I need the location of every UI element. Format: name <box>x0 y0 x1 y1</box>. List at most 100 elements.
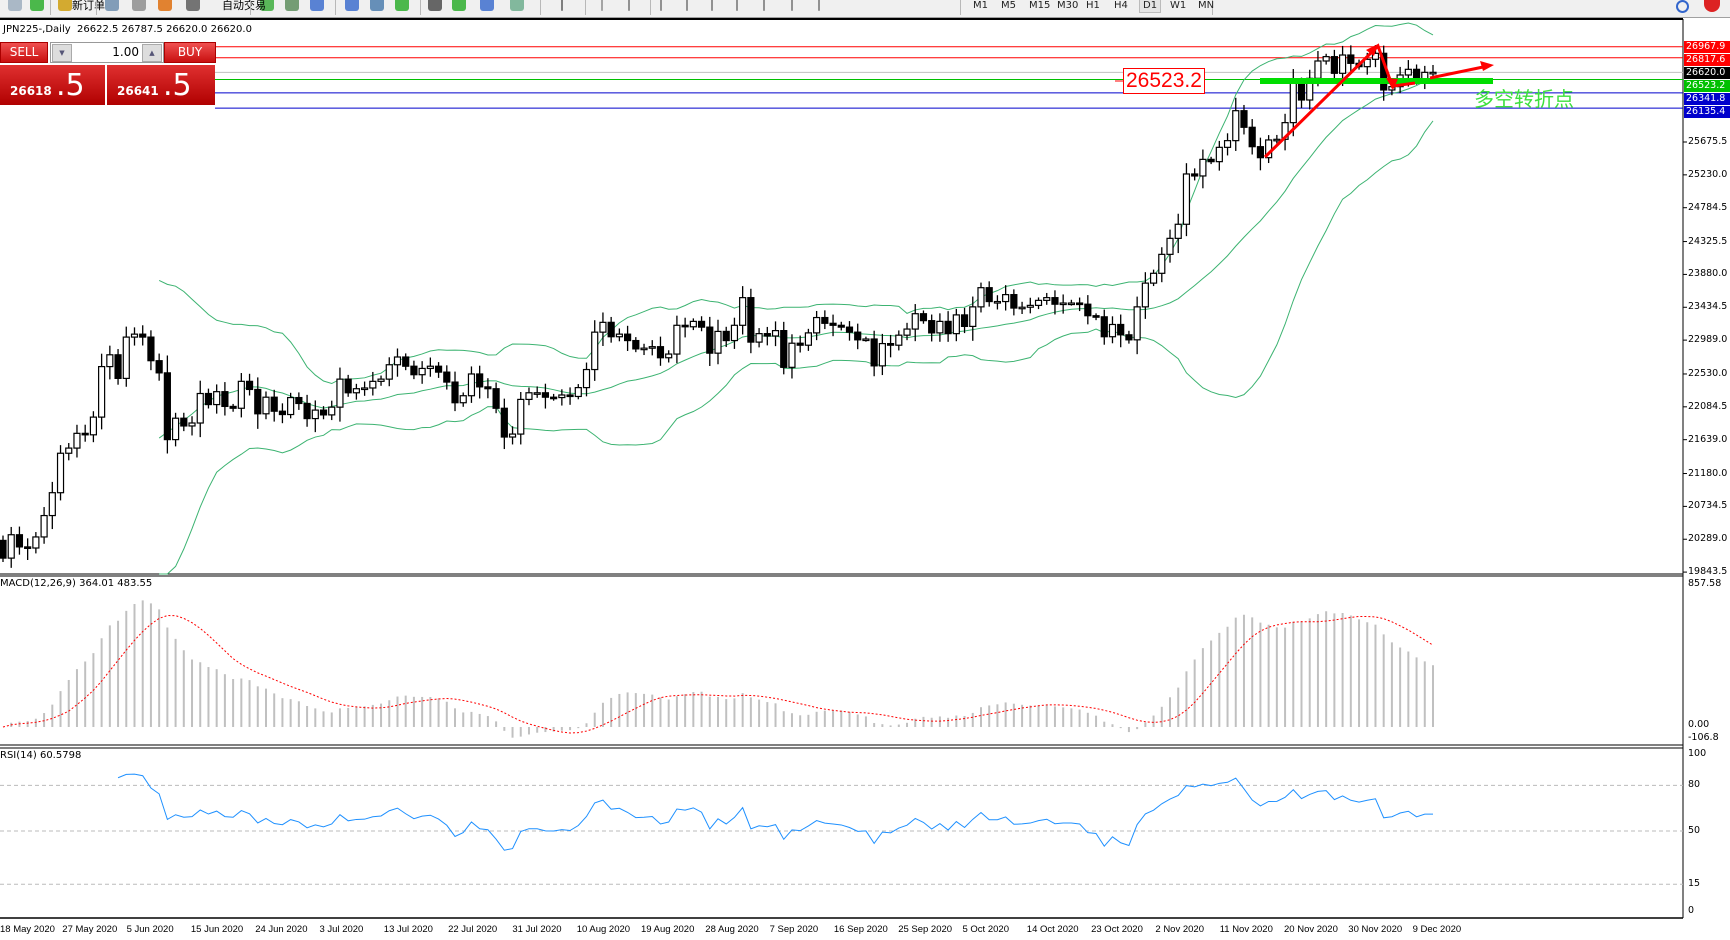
new-order-button[interactable]: 新订单 <box>72 0 105 12</box>
horizontal-line-icon[interactable] <box>660 0 662 11</box>
toolbar-separator <box>650 0 651 15</box>
candle <box>303 394 311 427</box>
candle <box>1182 163 1191 237</box>
arrowhead-icon <box>1480 61 1494 71</box>
level-annotation-box[interactable]: 26523.2 <box>1123 68 1205 94</box>
timeframe-h1[interactable]: H1 <box>1086 0 1100 11</box>
user-drawings[interactable] <box>1115 43 1494 159</box>
timeframe-d1[interactable]: D1 <box>1139 0 1162 13</box>
sell-price-button[interactable]: 26618 .5 <box>0 65 105 105</box>
notification-icon[interactable] <box>1704 0 1720 12</box>
candle <box>591 320 599 381</box>
zoom-out-icon[interactable] <box>345 0 359 11</box>
candle <box>1067 299 1075 306</box>
sell-button[interactable]: SELL <box>0 42 48 63</box>
market-watch-icon[interactable] <box>58 0 72 11</box>
line-chart-icon[interactable] <box>285 0 299 11</box>
timeframe-h4[interactable]: H4 <box>1114 0 1128 11</box>
date-tick-label: 16 Sep 2020 <box>833 924 888 935</box>
zoom-in-icon[interactable] <box>310 0 324 11</box>
candle <box>582 362 591 397</box>
candle <box>171 412 180 447</box>
turning-point-note[interactable]: 多空转折点 <box>1474 87 1574 111</box>
candle <box>1125 330 1133 344</box>
bull-candle-body <box>1371 52 1380 60</box>
candlestick-icon[interactable] <box>260 0 274 11</box>
rsi-indicator <box>0 773 1683 885</box>
timeframe-w1[interactable]: W1 <box>1170 0 1187 11</box>
price-level-label: 26523.2 <box>1684 79 1730 92</box>
indicators-icon[interactable] <box>452 0 466 11</box>
candle <box>89 411 98 443</box>
search-icon[interactable] <box>1676 0 1689 13</box>
bear-candle-body <box>821 316 829 324</box>
candle <box>722 326 730 348</box>
timeframe-mn[interactable]: MN <box>1198 0 1215 11</box>
candle <box>771 321 780 347</box>
arrows-icon[interactable] <box>818 0 820 11</box>
bear-candle-body <box>147 336 155 362</box>
templates-icon[interactable] <box>510 0 524 11</box>
print-preview-icon[interactable] <box>8 0 22 11</box>
auto-trading-button[interactable]: 自动交易 <box>222 0 266 12</box>
timeframe-m15[interactable]: M15 <box>1029 0 1051 11</box>
crosshair-icon[interactable] <box>601 0 603 11</box>
candle <box>328 400 336 421</box>
buy-button[interactable]: BUY <box>164 42 216 63</box>
timeframe-m5[interactable]: M5 <box>1001 0 1016 11</box>
lot-size-field[interactable]: ▼ 1.00 ▲ <box>50 42 164 63</box>
candle <box>344 374 352 397</box>
candle <box>714 319 722 365</box>
candle <box>944 311 952 342</box>
bull-candle-body <box>755 333 763 343</box>
tile-windows-icon[interactable] <box>370 0 384 11</box>
candle <box>1084 295 1092 325</box>
candle <box>122 326 130 387</box>
candle <box>1421 65 1429 90</box>
horizontal-levels <box>215 46 1683 109</box>
bull-candle-body <box>533 392 541 395</box>
navigator-icon[interactable] <box>105 0 119 11</box>
candle <box>928 314 936 342</box>
candle <box>319 406 328 420</box>
bear-candle-body <box>402 356 410 367</box>
equidistant-channel-icon[interactable] <box>711 0 713 11</box>
candle <box>1191 168 1199 181</box>
signal-icon[interactable] <box>132 0 146 11</box>
candle <box>1306 69 1314 110</box>
macd-label: MACD(12,26,9) 364.01 483.55 <box>0 578 153 589</box>
bear-candle-body <box>451 381 459 404</box>
buy-price-button[interactable]: 26641 .5 <box>107 65 215 105</box>
candle <box>196 380 204 438</box>
timeframe-m1[interactable]: M1 <box>973 0 988 11</box>
chart-shift-icon[interactable] <box>428 0 442 11</box>
vertical-line-icon[interactable] <box>628 0 630 11</box>
lot-decrease-button[interactable]: ▼ <box>52 44 72 62</box>
bar-chart-icon[interactable] <box>186 0 200 11</box>
new-order-icon[interactable] <box>30 0 44 11</box>
candle <box>467 366 476 403</box>
auto-trading-icon[interactable] <box>158 0 172 11</box>
bear-candle-body <box>1100 316 1108 338</box>
candle <box>1174 213 1182 254</box>
autoscroll-icon[interactable] <box>395 0 409 11</box>
candle <box>1223 133 1232 156</box>
candle <box>56 445 65 501</box>
candle <box>188 416 196 436</box>
candle <box>985 281 993 307</box>
bull-candle-body <box>106 354 114 368</box>
bull-candle-body <box>895 334 903 346</box>
lot-increase-button[interactable]: ▲ <box>142 44 162 62</box>
text-label-icon[interactable] <box>791 0 793 11</box>
trendline-icon[interactable] <box>686 0 688 11</box>
fibonacci-icon[interactable] <box>736 0 738 11</box>
periods-icon[interactable] <box>480 0 494 11</box>
bull-candle-body <box>377 378 385 382</box>
text-icon[interactable] <box>763 0 765 11</box>
price-tick-label: 25675.5 <box>1688 136 1728 147</box>
date-tick-label: 7 Sep 2020 <box>769 924 819 935</box>
timeframe-m30[interactable]: M30 <box>1057 0 1079 11</box>
cursor-icon[interactable] <box>561 0 563 11</box>
bear-candle-body <box>837 324 845 328</box>
